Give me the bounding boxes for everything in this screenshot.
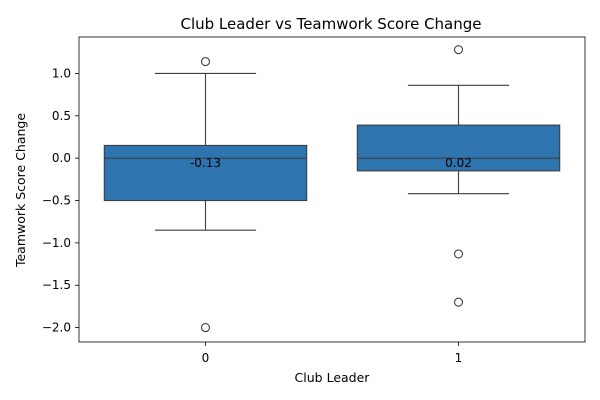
iqr-box — [103, 144, 308, 202]
outlier-point — [453, 249, 464, 259]
y-tick-label: 0.0 — [52, 151, 71, 165]
x-tick-label: 0 — [202, 351, 210, 365]
y-tick-label: −0.5 — [42, 194, 71, 208]
y-tick-label: −2.0 — [42, 321, 71, 335]
plot-area: -0.13 0.02 — [103, 45, 561, 333]
outlier-point — [453, 297, 464, 307]
x-tick-label: 1 — [455, 351, 463, 365]
outlier-point — [200, 57, 211, 67]
axes: 0 1 1.0 0.5 0.0 −0.5 −1.0 −1.5 −2.0 — [42, 66, 462, 365]
chart-title: Club Leader vs Teamwork Score Change — [180, 15, 481, 33]
y-tick-label: 1.0 — [52, 66, 71, 80]
iqr-box — [356, 124, 561, 172]
box-group-1: 0.02 — [356, 45, 561, 307]
y-axis-title: Teamwork Score Change — [13, 113, 28, 268]
mean-label: -0.13 — [190, 156, 221, 170]
mean-label: 0.02 — [445, 156, 472, 170]
y-tick-label: 0.5 — [52, 109, 71, 123]
y-tick-label: −1.5 — [42, 278, 71, 292]
outlier-point — [453, 45, 464, 55]
outlier-point — [200, 323, 211, 333]
plot-frame — [78, 36, 586, 343]
box-group-0: -0.13 — [103, 57, 308, 333]
y-tick-label: −1.0 — [42, 236, 71, 250]
x-axis-title: Club Leader — [295, 370, 371, 385]
